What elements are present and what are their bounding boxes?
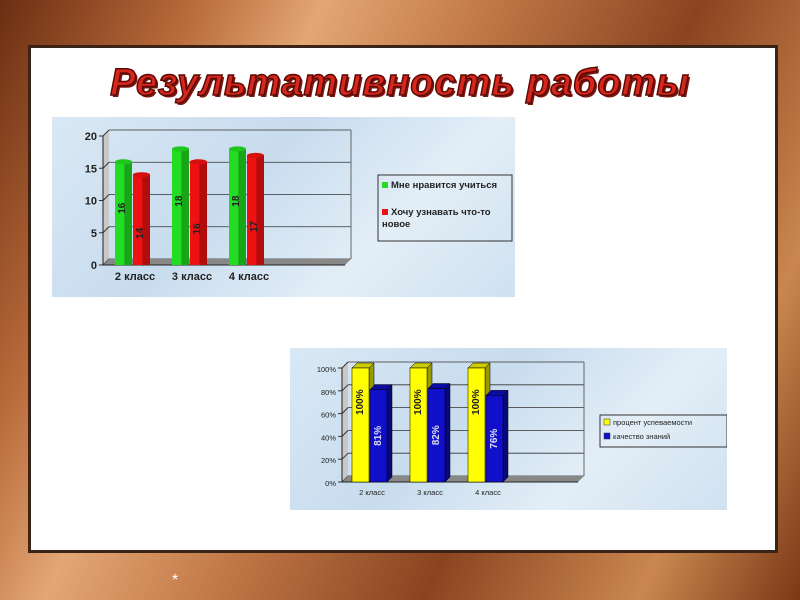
bar-body	[467, 367, 486, 483]
y-tick-label: 10	[85, 196, 97, 208]
legend-swatch	[382, 209, 388, 215]
y-tick-label: 20	[85, 131, 97, 143]
data-label: 14	[135, 227, 146, 239]
bar-shadow	[124, 161, 132, 265]
bar-top	[172, 146, 189, 152]
x-tick-label: 2 класс	[359, 488, 385, 497]
data-label: 16	[192, 223, 203, 235]
legend-line: Хочу узнавать что-то	[391, 207, 491, 218]
bar-want-to-learn	[247, 152, 264, 265]
y-tick-label: 0	[91, 260, 97, 272]
legend-swatch	[603, 432, 611, 440]
bar-shadow	[181, 148, 189, 265]
x-tick-label: 2 класс	[115, 271, 155, 283]
bar-knowledge-quality	[485, 389, 509, 483]
legend-swatch	[603, 418, 611, 426]
bar-body	[427, 388, 446, 483]
bar-top	[229, 146, 246, 152]
bar-side	[386, 384, 393, 483]
chart-attitude: 0 5 10 15 20 2 класс 16 14 3 класс 18 16 4 класс 18 1…	[52, 117, 515, 297]
bar-body	[409, 367, 428, 483]
bar-knowledge-quality	[369, 384, 393, 483]
bar-like-studying	[115, 159, 132, 265]
bar-want-to-learn	[190, 159, 207, 265]
y-tick-label: 20%	[321, 456, 336, 465]
y-tick-label: 80%	[321, 388, 336, 397]
gridline-diagonal	[341, 430, 349, 437]
slide-title: Результативность работы	[109, 61, 690, 105]
x-tick-label: 3 класс	[172, 271, 212, 283]
bar-top	[133, 172, 150, 178]
chart-performance: 0% 20% 40% 60% 80% 100% 2 класс 100% 81% 3 класс 1…	[290, 348, 727, 510]
data-label: 100%	[413, 389, 424, 415]
y-tick-label: 40%	[321, 433, 336, 442]
data-label: 82%	[431, 425, 442, 445]
y-tick-label: 60%	[321, 411, 336, 420]
plot-side-wall	[342, 362, 348, 482]
legend-label: Хочу узнавать что-то новое	[382, 207, 491, 230]
legend-box	[599, 414, 727, 448]
plot-floor	[342, 476, 584, 482]
bar-like-studying	[229, 146, 246, 265]
bar-side	[444, 382, 451, 483]
y-tick-label: 0%	[325, 479, 336, 488]
bar-want-to-learn	[133, 172, 150, 265]
data-label: 100%	[355, 389, 366, 415]
gridline-diagonal	[102, 161, 110, 169]
bar-shadow	[256, 155, 264, 265]
chart-svg: 0% 20% 40% 60% 80% 100% 2 класс 100% 81% 3 класс 1…	[317, 361, 727, 497]
data-label: 16	[117, 202, 128, 214]
y-tick-label: 100%	[317, 365, 337, 374]
bar-like-studying	[172, 146, 189, 265]
x-tick-label: 4 класс	[475, 488, 501, 497]
bar-side	[502, 389, 509, 483]
gridline-diagonal	[341, 452, 349, 460]
x-tick-label: 3 класс	[417, 488, 443, 497]
legend-label: качество знаний	[613, 432, 670, 441]
legend-label: Мне нравится учиться	[391, 180, 497, 191]
data-label: 17	[249, 221, 260, 233]
y-tick-label: 5	[91, 228, 97, 240]
gridline-diagonal	[102, 129, 110, 137]
bar-body	[369, 389, 388, 483]
data-label: 100%	[471, 389, 482, 415]
x-tick-label: 4 класс	[229, 271, 269, 283]
bar-top	[190, 159, 207, 165]
data-label: 18	[231, 195, 242, 207]
data-label: 18	[174, 195, 185, 207]
bar-shadow	[238, 148, 246, 265]
legend-label: процент успеваемости	[613, 418, 692, 427]
legend-line: новое	[382, 219, 410, 230]
gridline-diagonal	[102, 194, 110, 201]
bar-shadow	[199, 161, 207, 265]
bar-top	[247, 152, 264, 158]
bar-knowledge-quality	[427, 382, 451, 483]
bar-top	[115, 159, 132, 165]
gridline-diagonal	[341, 384, 349, 392]
bar-body	[485, 395, 504, 483]
legend-box	[377, 174, 513, 242]
bar-body	[351, 367, 370, 483]
footer-mark: *	[172, 572, 179, 589]
gridline-diagonal	[102, 226, 110, 234]
chart-svg: 0 5 10 15 20 2 класс 16 14 3 класс 18 16 4 класс 18 1…	[85, 129, 513, 283]
legend-swatch	[382, 182, 388, 188]
data-label: 81%	[373, 426, 384, 446]
gridline-diagonal	[341, 407, 349, 414]
data-label: 76%	[489, 429, 500, 449]
y-tick-label: 15	[85, 163, 97, 175]
plot-floor	[103, 259, 351, 265]
gridline-diagonal	[341, 361, 349, 369]
bar-shadow	[142, 174, 150, 265]
